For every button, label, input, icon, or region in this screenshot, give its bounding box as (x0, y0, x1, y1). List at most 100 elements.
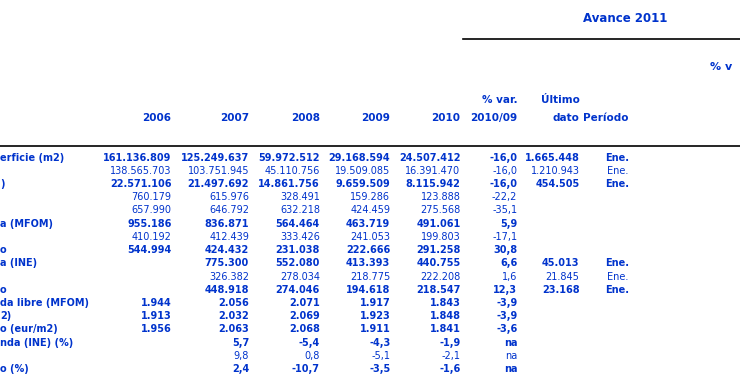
Text: 241.053: 241.053 (350, 232, 390, 242)
Text: -5,4: -5,4 (299, 338, 320, 348)
Text: 2.063: 2.063 (218, 324, 249, 335)
Text: 564.464: 564.464 (276, 219, 320, 229)
Text: da libre (MFOM): da libre (MFOM) (0, 298, 89, 308)
Text: -1,9: -1,9 (440, 338, 460, 348)
Text: 760.179: 760.179 (132, 192, 172, 202)
Text: 1.956: 1.956 (141, 324, 172, 335)
Text: 231.038: 231.038 (275, 245, 320, 255)
Text: -16,0: -16,0 (492, 166, 517, 176)
Text: 21.497.692: 21.497.692 (187, 179, 249, 189)
Text: 413.393: 413.393 (346, 258, 390, 268)
Text: 2007: 2007 (220, 112, 249, 123)
Text: 9,8: 9,8 (234, 351, 249, 361)
Text: -1,6: -1,6 (440, 364, 460, 374)
Text: -3,5: -3,5 (369, 364, 390, 374)
Text: 955.186: 955.186 (127, 219, 172, 229)
Text: 2008: 2008 (291, 112, 320, 123)
Text: 454.505: 454.505 (535, 179, 579, 189)
Text: 1,6: 1,6 (502, 272, 517, 282)
Text: 1.665.448: 1.665.448 (525, 152, 579, 163)
Text: -16,0: -16,0 (489, 179, 517, 189)
Text: 8.115.942: 8.115.942 (406, 179, 460, 189)
Text: ): ) (0, 179, 4, 189)
Text: na: na (504, 364, 517, 374)
Text: -3,6: -3,6 (496, 324, 517, 335)
Text: o: o (0, 245, 7, 255)
Text: 123.888: 123.888 (421, 192, 460, 202)
Text: 1.917: 1.917 (360, 298, 390, 308)
Text: Ene.: Ene. (605, 179, 629, 189)
Text: 6,6: 6,6 (500, 258, 517, 268)
Text: 159.286: 159.286 (350, 192, 390, 202)
Text: -4,3: -4,3 (369, 338, 390, 348)
Text: na: na (505, 351, 517, 361)
Text: 278.034: 278.034 (280, 272, 320, 282)
Text: dato: dato (553, 112, 579, 123)
Text: 125.249.637: 125.249.637 (181, 152, 249, 163)
Text: 615.976: 615.976 (209, 192, 249, 202)
Text: 775.300: 775.300 (205, 258, 249, 268)
Text: 632.218: 632.218 (280, 205, 320, 216)
Text: a (INE): a (INE) (0, 258, 37, 268)
Text: 410.192: 410.192 (132, 232, 172, 242)
Text: 333.426: 333.426 (280, 232, 320, 242)
Text: 199.803: 199.803 (421, 232, 460, 242)
Text: 1.944: 1.944 (141, 298, 172, 308)
Text: 424.459: 424.459 (350, 205, 390, 216)
Text: 1.913: 1.913 (141, 311, 172, 321)
Text: Ene.: Ene. (605, 152, 629, 163)
Text: 16.391.470: 16.391.470 (406, 166, 460, 176)
Text: 2010: 2010 (431, 112, 460, 123)
Text: 12,3: 12,3 (494, 285, 517, 295)
Text: 1.210.943: 1.210.943 (531, 166, 579, 176)
Text: -3,9: -3,9 (496, 298, 517, 308)
Text: Ene.: Ene. (605, 285, 629, 295)
Text: Período: Período (583, 112, 629, 123)
Text: nda (INE) (%): nda (INE) (%) (0, 338, 73, 348)
Text: 326.382: 326.382 (209, 272, 249, 282)
Text: 2.056: 2.056 (218, 298, 249, 308)
Text: Último: Último (541, 95, 579, 105)
Text: 275.568: 275.568 (420, 205, 460, 216)
Text: 1.841: 1.841 (430, 324, 460, 335)
Text: -22,2: -22,2 (492, 192, 517, 202)
Text: 412.439: 412.439 (209, 232, 249, 242)
Text: -10,7: -10,7 (292, 364, 320, 374)
Text: 1.923: 1.923 (360, 311, 390, 321)
Text: 2,4: 2,4 (232, 364, 249, 374)
Text: 0,8: 0,8 (305, 351, 320, 361)
Text: 291.258: 291.258 (416, 245, 460, 255)
Text: 2): 2) (0, 311, 11, 321)
Text: Avance 2011: Avance 2011 (583, 12, 667, 25)
Text: 218.775: 218.775 (350, 272, 390, 282)
Text: 463.719: 463.719 (346, 219, 390, 229)
Text: -5,1: -5,1 (371, 351, 390, 361)
Text: 59.972.512: 59.972.512 (258, 152, 320, 163)
Text: 19.509.085: 19.509.085 (335, 166, 390, 176)
Text: 2006: 2006 (142, 112, 172, 123)
Text: -35,1: -35,1 (492, 205, 517, 216)
Text: 30,8: 30,8 (493, 245, 517, 255)
Text: Ene.: Ene. (605, 258, 629, 268)
Text: 218.547: 218.547 (416, 285, 460, 295)
Text: 14.861.756: 14.861.756 (258, 179, 320, 189)
Text: 1.911: 1.911 (360, 324, 390, 335)
Text: 657.990: 657.990 (132, 205, 172, 216)
Text: 5,7: 5,7 (232, 338, 249, 348)
Text: 491.061: 491.061 (417, 219, 460, 229)
Text: 45.110.756: 45.110.756 (265, 166, 320, 176)
Text: 1.848: 1.848 (430, 311, 460, 321)
Text: o (eur/m2): o (eur/m2) (0, 324, 58, 335)
Text: 448.918: 448.918 (204, 285, 249, 295)
Text: a (MFOM): a (MFOM) (0, 219, 53, 229)
Text: 646.792: 646.792 (209, 205, 249, 216)
Text: 552.080: 552.080 (275, 258, 320, 268)
Text: 103.751.945: 103.751.945 (187, 166, 249, 176)
Text: 836.871: 836.871 (204, 219, 249, 229)
Text: erficie (m2): erficie (m2) (0, 152, 64, 163)
Text: Ene.: Ene. (608, 166, 629, 176)
Text: 9.659.509: 9.659.509 (335, 179, 390, 189)
Text: na: na (504, 338, 517, 348)
Text: 2010/09: 2010/09 (470, 112, 517, 123)
Text: 45.013: 45.013 (542, 258, 579, 268)
